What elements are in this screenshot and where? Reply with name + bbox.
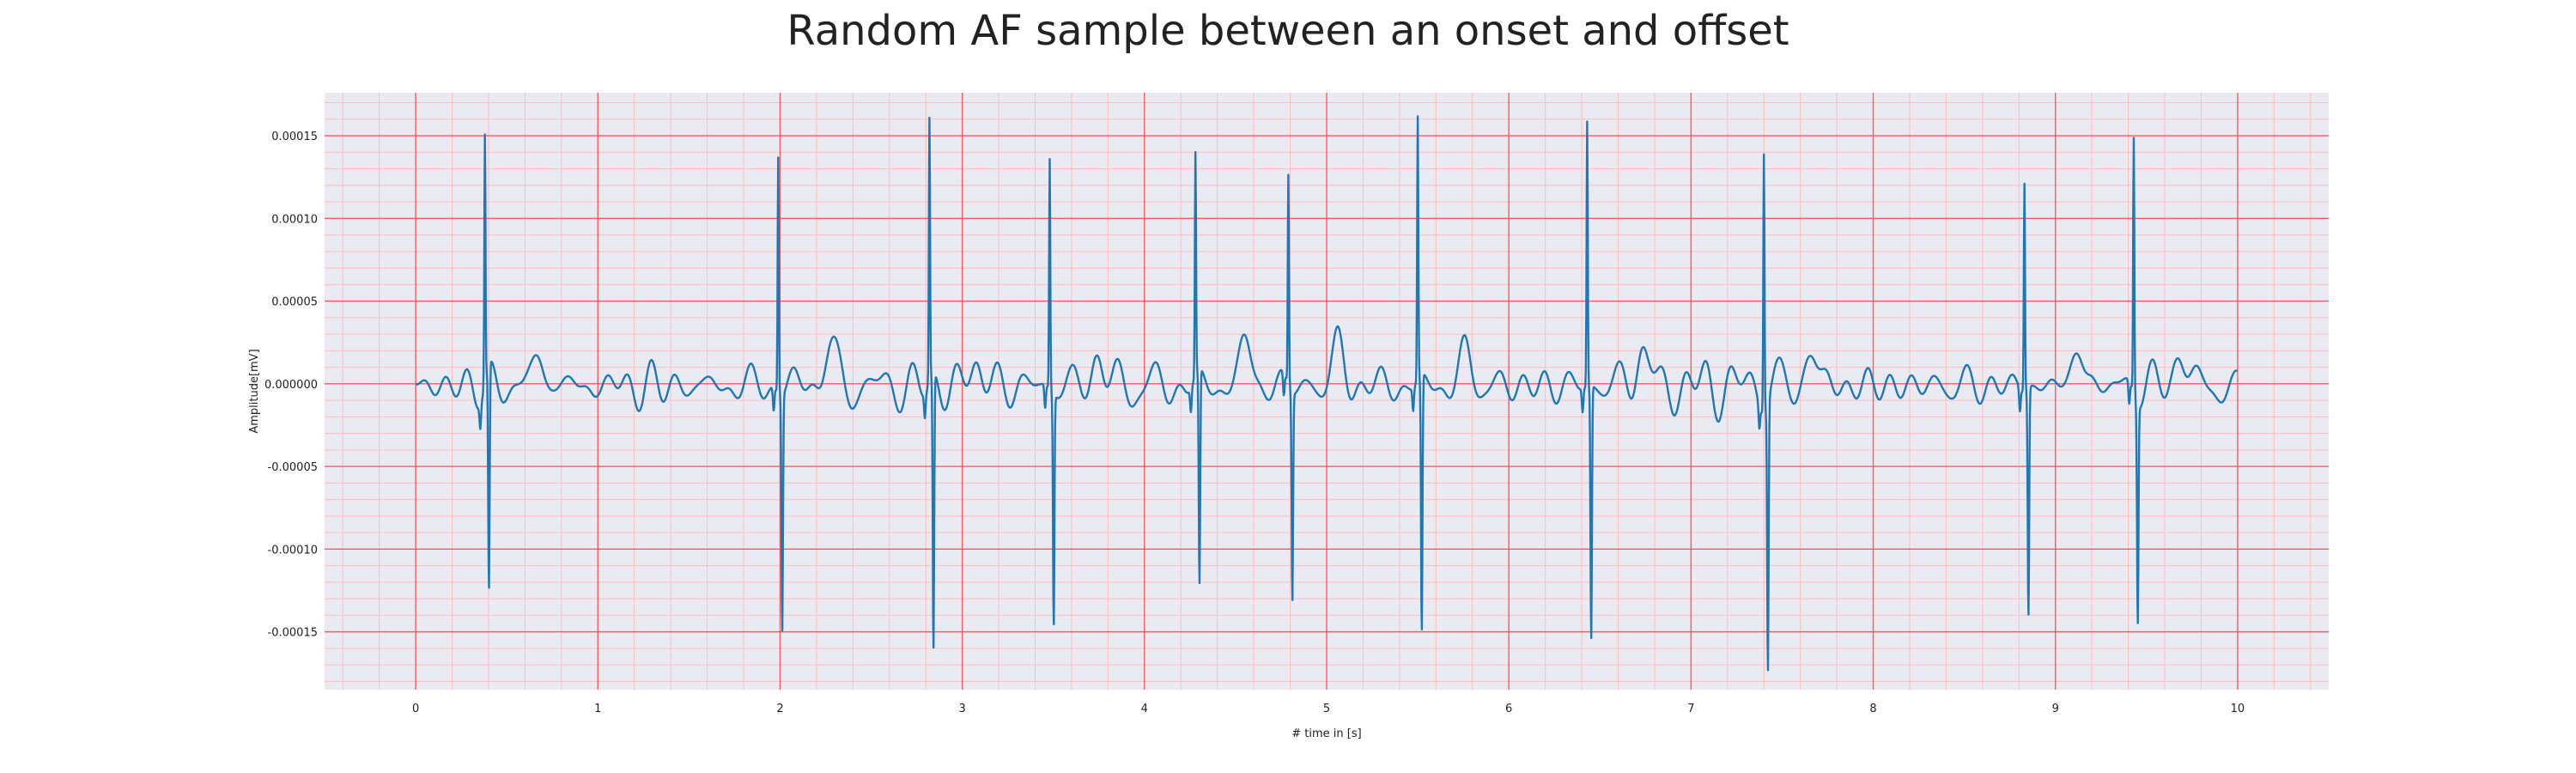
y-tick-label: -0.00005 [268, 461, 318, 474]
y-axis-ticks: 0.00015 0.00010 0.00005 0.000000 -0.00005 -0.… [264, 131, 318, 640]
y-tick-label: 0.00005 [271, 296, 318, 309]
x-tick-label: 1 [594, 703, 601, 715]
y-tick-label: -0.00010 [268, 544, 318, 557]
y-tick-label: 0.000000 [264, 379, 318, 392]
y-axis-label: Amplitude[mV] [248, 349, 261, 433]
y-tick-label: 0.00015 [271, 131, 318, 143]
x-tick-label: 6 [1505, 703, 1512, 715]
x-tick-label: 8 [1869, 703, 1876, 715]
y-tick-label: 0.00010 [271, 213, 318, 226]
x-tick-label: 7 [1687, 703, 1694, 715]
x-axis-ticks: 0 1 2 3 4 5 6 7 8 9 10 [412, 703, 2245, 715]
y-tick-label: -0.00015 [268, 627, 318, 640]
x-tick-label: 9 [2052, 703, 2059, 715]
x-tick-label: 0 [412, 703, 419, 715]
x-tick-label: 3 [958, 703, 965, 715]
chart-title: Random AF sample between an onset and of… [787, 7, 1789, 55]
x-axis-label: # time in [s] [1291, 727, 1361, 740]
x-tick-label: 10 [2231, 703, 2245, 715]
x-tick-label: 2 [776, 703, 783, 715]
x-tick-label: 4 [1141, 703, 1148, 715]
x-tick-label: 5 [1323, 703, 1330, 715]
ecg-series-line [415, 115, 2239, 672]
